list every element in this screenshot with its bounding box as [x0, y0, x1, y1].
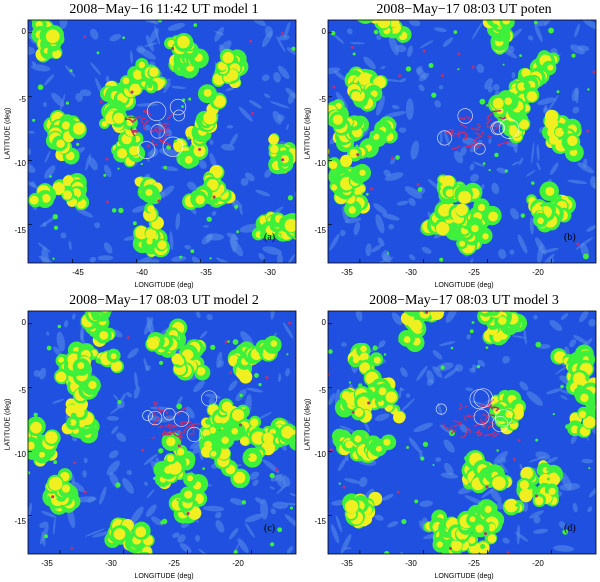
map-plot — [327, 19, 597, 264]
y-tick-label: -5 — [318, 95, 326, 104]
map-plot — [27, 19, 297, 264]
x-tick-label: -20 — [232, 559, 244, 568]
x-tick-label: -25 — [168, 559, 180, 568]
y-tick-label: -15 — [314, 517, 326, 526]
y-tick-label: 0 — [21, 318, 26, 327]
y-tick-label: -15 — [14, 517, 26, 526]
x-tick-label: -30 — [405, 268, 417, 277]
map-image — [328, 20, 596, 263]
panel-d: 2008−May−17 08:03 UT model 3 LATITUDE (d… — [300, 291, 600, 582]
y-axis-label: LATITUDE (deg) — [304, 398, 312, 451]
y-tick-label: -5 — [318, 386, 326, 395]
panel-letter: (d) — [564, 523, 576, 534]
x-tick-label: -40 — [136, 268, 148, 277]
x-axis-label: LONGITUDE (deg) — [434, 573, 494, 580]
y-axis-label: LATITUDE (deg) — [4, 398, 12, 451]
y-tick-label: -10 — [314, 450, 326, 459]
x-axis-label: LONGITUDE (deg) — [434, 282, 494, 289]
y-tick-label: -5 — [18, 95, 26, 104]
map-image — [28, 311, 296, 554]
panel-a: 2008−May−16 11:42 UT model 1 LATITUDE (d… — [0, 0, 300, 291]
map-image — [28, 20, 296, 263]
x-tick-label: -35 — [341, 268, 353, 277]
y-tick-label: -15 — [314, 226, 326, 235]
panel-letter: (b) — [564, 232, 576, 243]
x-tick-label: -45 — [72, 268, 84, 277]
plot-frame — [327, 310, 597, 555]
x-axis-label: LONGITUDE (deg) — [134, 282, 194, 289]
panel-b: 2008−May−17 08:03 UT poten LATITUDE (deg… — [300, 0, 600, 291]
x-tick-label: -25 — [468, 559, 480, 568]
y-tick-label: -15 — [14, 226, 26, 235]
panel-letter: (c) — [264, 523, 276, 534]
map-plot — [27, 310, 297, 555]
y-axis-label: LATITUDE (deg) — [304, 107, 312, 160]
panel-title: 2008−May−17 08:03 UT model 2 — [69, 293, 259, 308]
x-tick-label: -35 — [341, 559, 353, 568]
map-plot — [327, 310, 597, 555]
y-tick-label: 0 — [321, 27, 326, 36]
x-tick-label: -30 — [405, 559, 417, 568]
plot-frame — [27, 19, 297, 264]
panel-title: 2008−May−16 11:42 UT model 1 — [69, 2, 259, 17]
y-tick-label: -10 — [14, 450, 26, 459]
y-axis-label: LATITUDE (deg) — [4, 107, 12, 160]
x-tick-label: -20 — [532, 559, 544, 568]
x-tick-label: -35 — [41, 559, 53, 568]
x-tick-label: -25 — [468, 268, 480, 277]
y-tick-label: 0 — [321, 318, 326, 327]
y-tick-label: -10 — [314, 159, 326, 168]
y-tick-label: -10 — [14, 159, 26, 168]
map-image — [328, 311, 596, 554]
x-tick-label: -20 — [532, 268, 544, 277]
panel-title: 2008−May−17 08:03 UT poten — [376, 2, 552, 17]
y-tick-label: -5 — [18, 386, 26, 395]
panel-title: 2008−May−17 08:03 UT model 3 — [369, 293, 559, 308]
x-tick-label: -30 — [105, 559, 117, 568]
x-axis-label: LONGITUDE (deg) — [134, 573, 194, 580]
y-tick-label: 0 — [21, 27, 26, 36]
plot-frame — [27, 310, 297, 555]
panel-c: 2008−May−17 08:03 UT model 2 LATITUDE (d… — [0, 291, 300, 582]
x-tick-label: -35 — [200, 268, 212, 277]
plot-frame — [327, 19, 597, 264]
panel-letter: (a) — [264, 232, 276, 243]
x-tick-label: -30 — [264, 268, 276, 277]
